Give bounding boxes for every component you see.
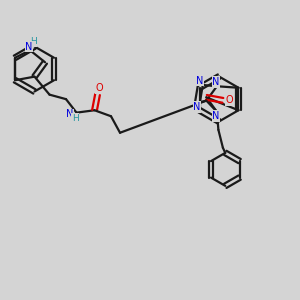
Text: N: N <box>212 111 220 121</box>
Text: N: N <box>193 102 200 112</box>
Text: N: N <box>196 76 203 85</box>
Text: H: H <box>72 113 79 122</box>
Text: N: N <box>26 42 33 52</box>
Text: O: O <box>226 95 233 105</box>
Text: O: O <box>95 83 103 93</box>
Text: H: H <box>30 37 36 46</box>
Text: N: N <box>212 77 220 87</box>
Text: N: N <box>66 109 74 119</box>
